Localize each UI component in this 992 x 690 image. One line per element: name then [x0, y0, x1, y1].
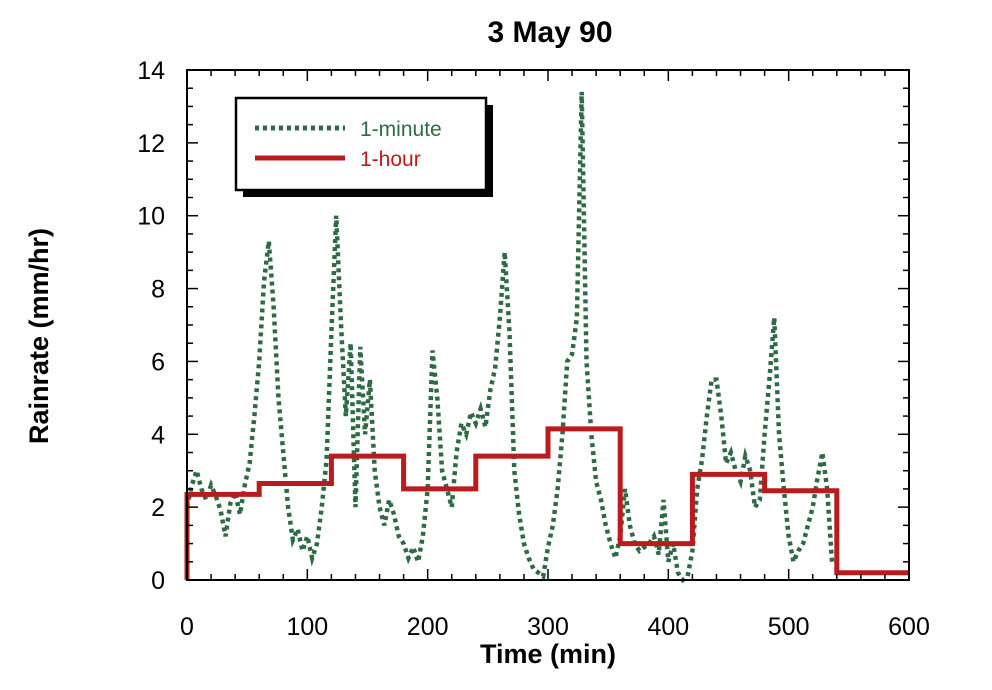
x-tick-label: 400 — [647, 613, 689, 641]
chart-title: 3 May 90 — [487, 16, 612, 49]
x-tick-label: 0 — [180, 613, 194, 641]
y-tick-label: 8 — [151, 276, 165, 304]
legend: 1-minute 1-hour — [234, 96, 493, 197]
legend-box — [234, 96, 488, 192]
y-tick-label: 0 — [151, 567, 165, 595]
y-tick-label: 4 — [151, 421, 165, 449]
y-tick-label: 2 — [151, 494, 165, 522]
axis-ticks: 0 100 200 300 400 500 600 0 2 4 6 8 10 12 14 — [137, 57, 930, 641]
legend-label-1-hour: 1-hour — [360, 148, 421, 171]
y-tick-label: 6 — [151, 348, 165, 376]
y-tick-label: 12 — [137, 130, 165, 158]
plot-area — [184, 91, 909, 584]
y-axis-label: Rainrate (mm/hr) — [24, 228, 54, 444]
series-line-1-hour — [184, 426, 909, 580]
y-tick-label: 14 — [137, 57, 165, 85]
x-tick-label: 200 — [407, 613, 449, 641]
legend-label-1-minute: 1-minute — [360, 118, 442, 141]
x-axis-label: Time (min) — [480, 639, 616, 669]
x-tick-label: 600 — [888, 613, 930, 641]
x-tick-label: 100 — [286, 613, 328, 641]
y-tick-label: 10 — [137, 203, 165, 231]
x-tick-label: 300 — [527, 613, 569, 641]
x-tick-label: 500 — [768, 613, 810, 641]
